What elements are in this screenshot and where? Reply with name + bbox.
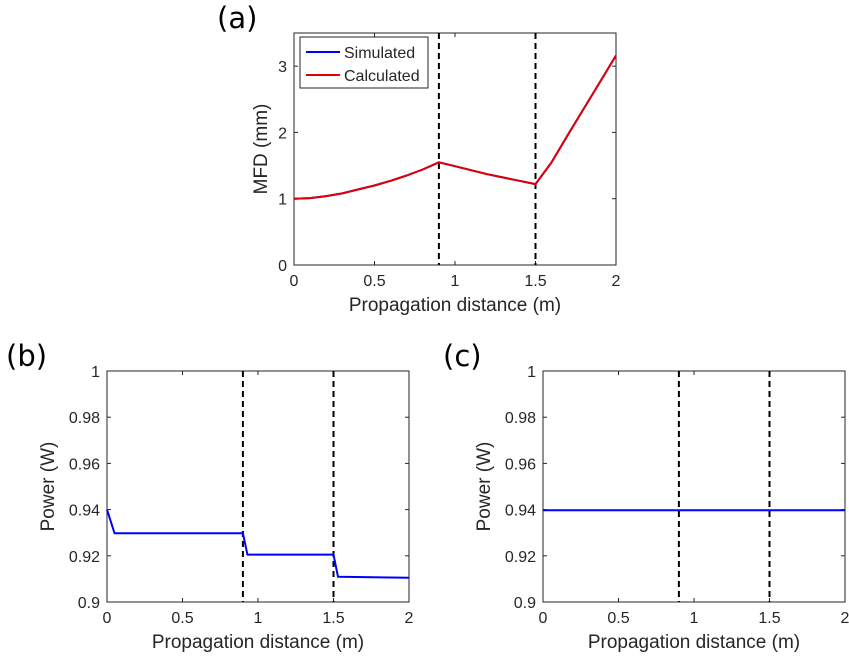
x-tick-label: 0.5 [363,273,385,290]
x-tick-label: 1 [254,610,263,627]
y-axis-label: Power (W) [474,442,495,532]
y-tick-label: 0.98 [505,410,536,427]
chart-panel-3: (c) 0 0.5 1 1.5 2 0.9 0.92 0.94 0.96 0.98 1 Propagat… [443,339,849,653]
x-tick-label: 1.5 [524,273,546,290]
y-tick-label: 0.92 [69,549,100,566]
x-tick-label: 1 [690,610,699,627]
legend-label: Calculated [344,68,420,85]
y-tick-label: 0.9 [514,595,536,612]
x-tick-label: 0 [103,610,112,627]
x-tick-label: 1.5 [758,610,780,627]
y-tick-label: 0.9 [78,595,100,612]
x-axis-label: Propagation distance (m) [152,632,364,653]
legend-box [299,36,429,89]
y-tick-label: 0.94 [69,503,100,520]
y-tick-label: 0.96 [69,456,100,473]
y-tick-label: 1 [91,364,100,381]
x-tick-label: 2 [841,610,849,627]
series-line-power [106,509,410,579]
legend-label: Simulated [344,45,415,62]
x-tick-label: 1.5 [322,610,344,627]
axes-box [542,370,846,603]
y-tick-label: 0.98 [69,410,100,427]
legend: Simulated Calculated [299,36,429,89]
chart-panel-1: (a) 0 0.5 1 1.5 2 0 1 2 3 Propagation distance (m)… [217,1,621,316]
y-axis-label: MFD (mm) [251,104,272,195]
y-axis-label: Power (W) [38,442,59,532]
panel-label: (c) [443,339,482,373]
x-tick-label: 1 [451,273,460,290]
y-tick-label: 0.96 [505,456,536,473]
panel-label: (b) [6,339,47,373]
y-tick-label: 1 [527,364,536,381]
chart-panel-2: (b) 0 0.5 1 1.5 2 0.9 0.92 0.94 0.96 0.98 1 Propagat… [6,339,414,653]
x-tick-label: 0.5 [607,610,629,627]
y-tick-label: 0.92 [505,549,536,566]
panel-label: (a) [217,1,257,35]
x-axis-label: Propagation distance (m) [588,632,800,653]
x-tick-label: 0.5 [171,610,193,627]
x-tick-label: 0 [539,610,548,627]
y-tick-label: 0.94 [505,503,536,520]
x-tick-label: 2 [612,273,621,290]
y-tick-label: 2 [278,125,287,142]
y-tick-label: 1 [278,192,287,209]
x-tick-label: 2 [405,610,414,627]
x-tick-label: 0 [290,273,299,290]
series-line-calculated [293,54,617,200]
axes-box [106,370,410,603]
x-axis-label: Propagation distance (m) [349,295,561,316]
y-tick-label: 0 [278,258,287,275]
y-tick-label: 3 [278,59,287,76]
